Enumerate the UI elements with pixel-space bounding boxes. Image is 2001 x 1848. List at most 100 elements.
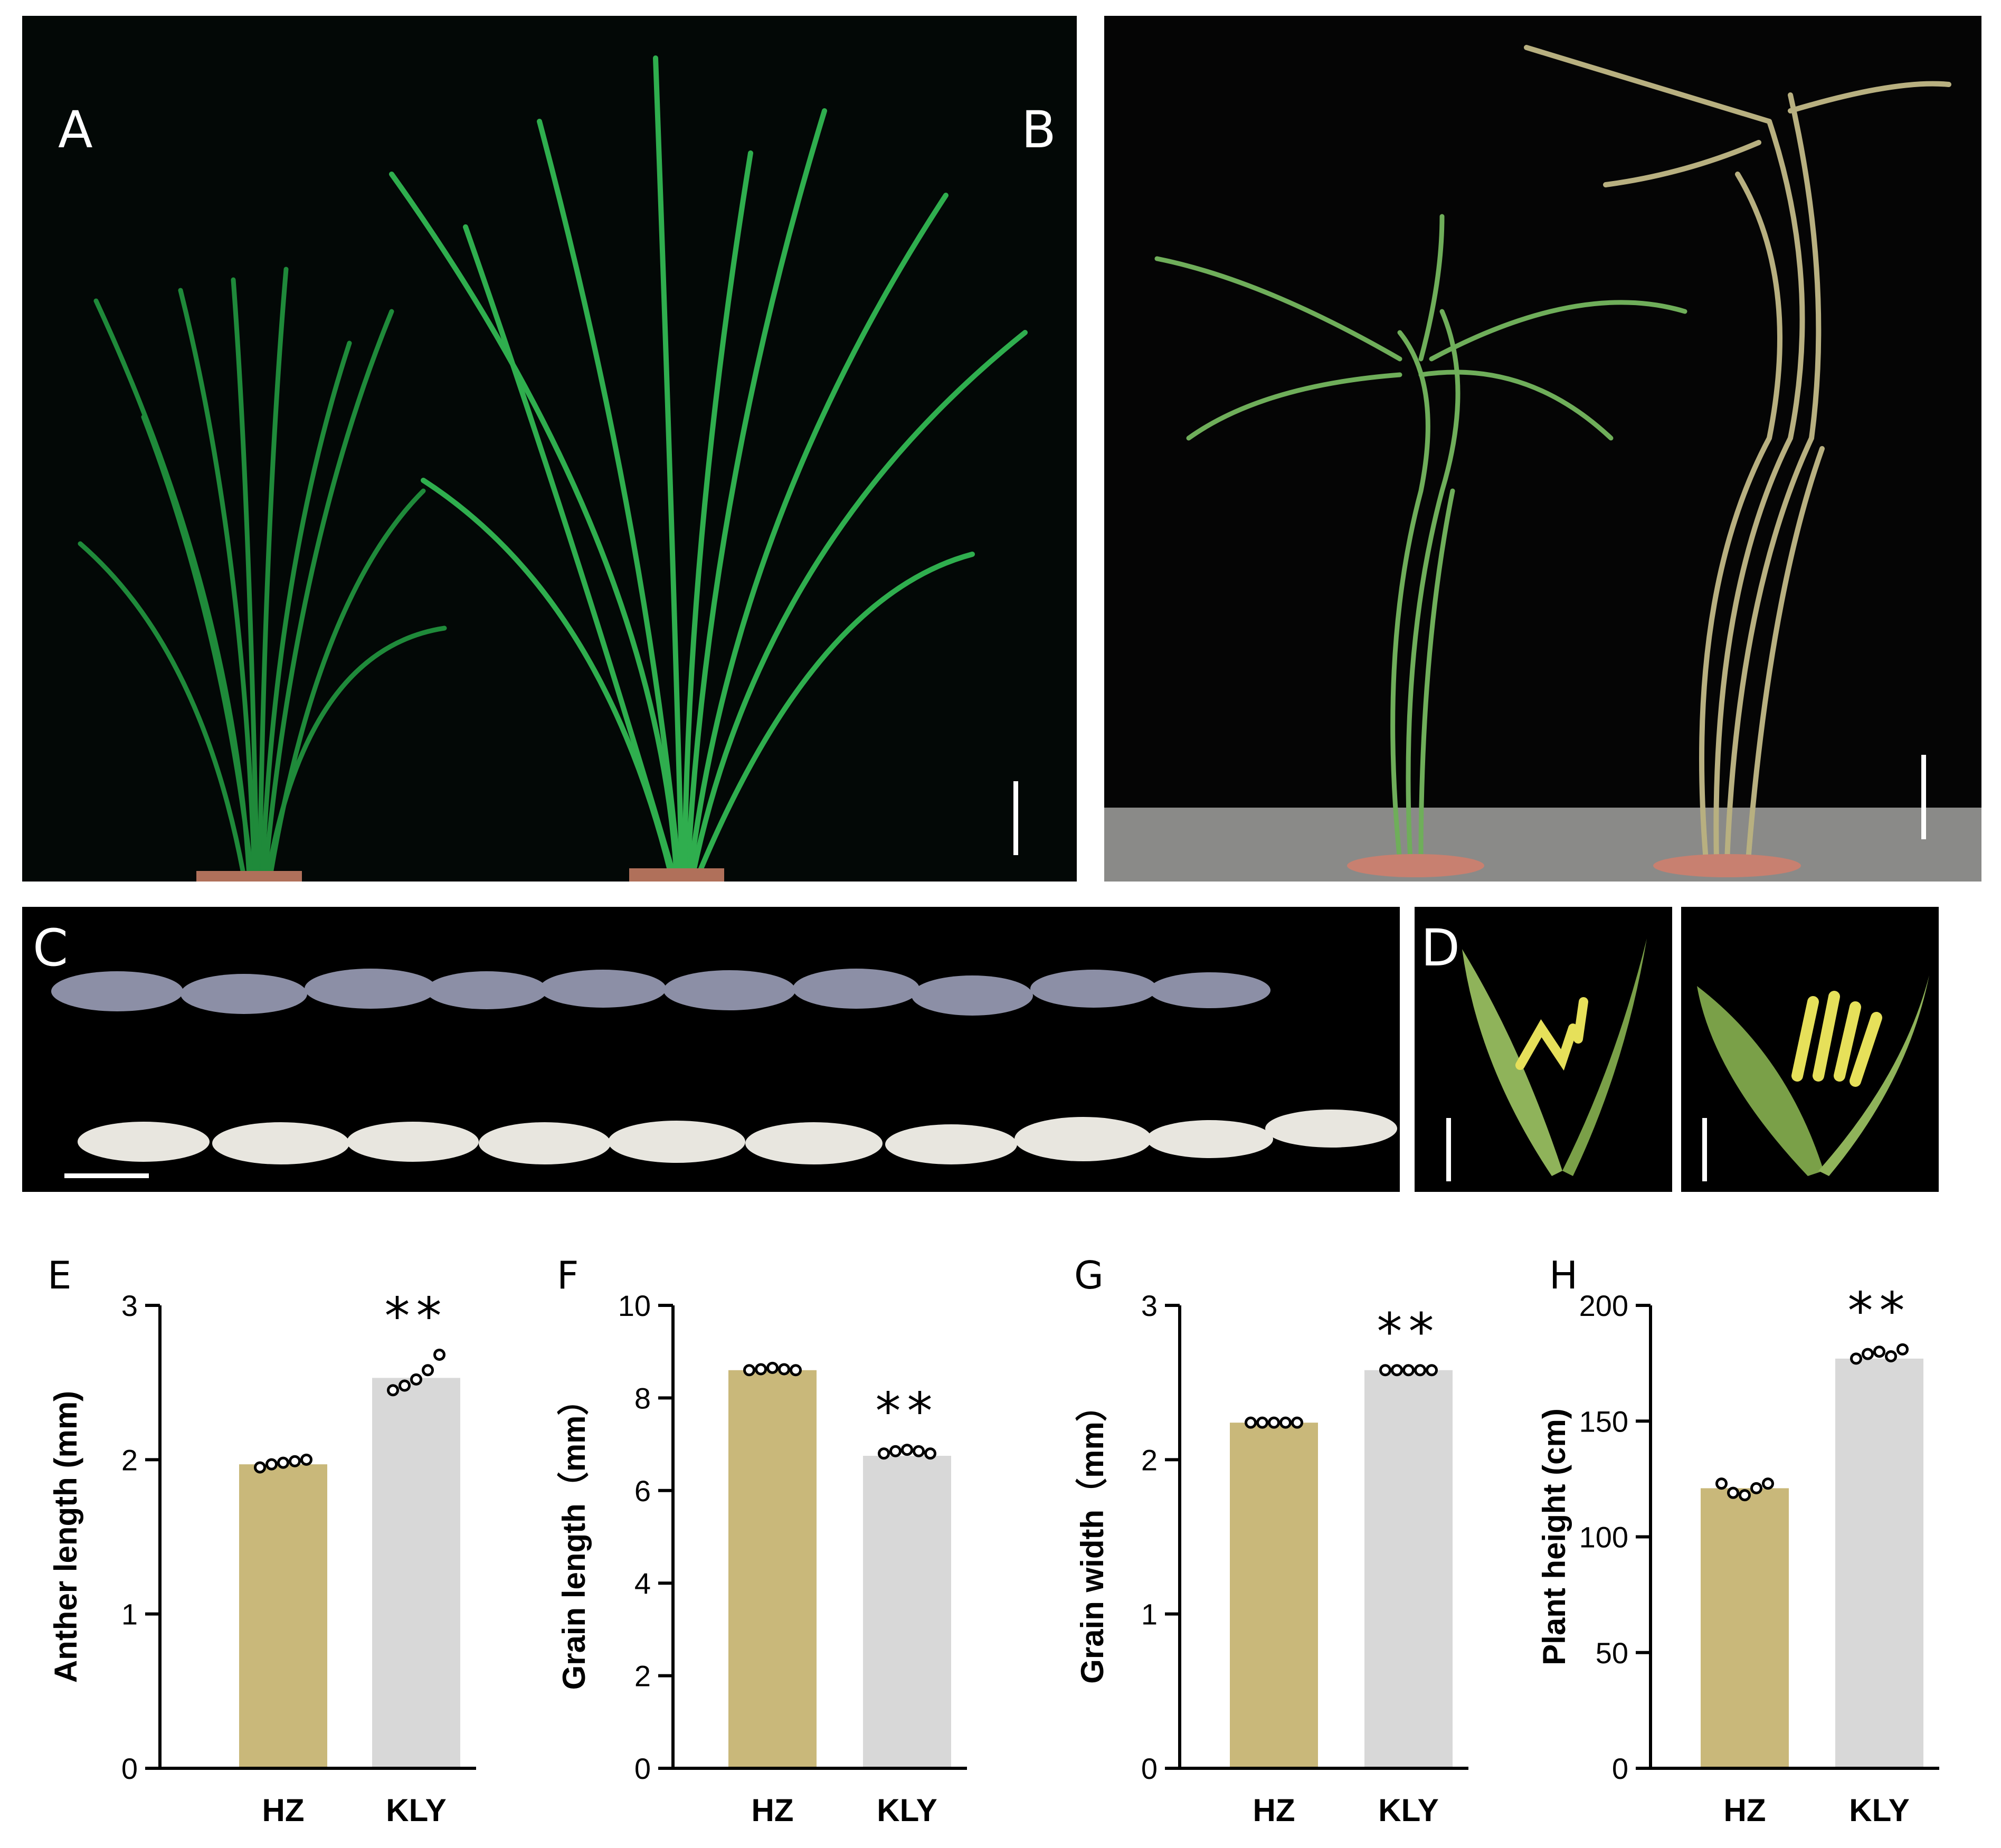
bar-g-hz bbox=[1230, 1423, 1318, 1768]
data-point-g bbox=[1279, 1416, 1292, 1429]
data-point-h bbox=[1750, 1482, 1762, 1494]
bar-g-kly bbox=[1364, 1370, 1453, 1768]
data-point-h bbox=[1715, 1477, 1728, 1490]
pot-left bbox=[196, 871, 302, 882]
y-tick-label-f: 0 bbox=[634, 1752, 651, 1785]
significance-h: ** bbox=[1848, 1281, 1911, 1340]
x-tick-label-h: HZ bbox=[1724, 1793, 1766, 1828]
y-tick-label-h: 150 bbox=[1579, 1405, 1628, 1438]
y-tick-label-f: 10 bbox=[618, 1289, 651, 1322]
x-tick-label-f: KLY bbox=[877, 1793, 937, 1828]
data-point-h bbox=[1850, 1352, 1862, 1365]
data-point-h bbox=[1862, 1348, 1874, 1360]
data-point-e bbox=[422, 1364, 434, 1377]
floor bbox=[1104, 808, 1981, 882]
plants-illustration-b bbox=[1104, 45, 1981, 882]
data-point-h bbox=[1762, 1477, 1774, 1490]
y-axis-label-g: Grain width（mm） bbox=[1075, 1390, 1110, 1684]
data-point-e bbox=[289, 1455, 301, 1467]
scale-bar-d-left bbox=[1446, 1118, 1451, 1181]
data-point-g bbox=[1268, 1416, 1280, 1429]
data-point-g bbox=[1391, 1364, 1403, 1377]
grains-row-kly bbox=[78, 1110, 1397, 1164]
y-tick-label-f: 2 bbox=[634, 1660, 651, 1693]
panel-label-d: D bbox=[1421, 918, 1460, 978]
data-point-e bbox=[433, 1349, 445, 1361]
y-tick-label-e: 2 bbox=[121, 1443, 138, 1476]
data-point-e bbox=[387, 1384, 399, 1397]
data-point-h bbox=[1727, 1486, 1739, 1499]
y-tick-label-h: 0 bbox=[1612, 1752, 1628, 1785]
x-tick-label-e: KLY bbox=[386, 1793, 447, 1828]
data-point-e bbox=[277, 1456, 289, 1469]
data-point-g bbox=[1256, 1416, 1268, 1429]
data-point-e bbox=[254, 1461, 266, 1474]
y-tick-label-f: 4 bbox=[634, 1567, 651, 1600]
bar-e-hz bbox=[239, 1464, 327, 1768]
bar-h-kly bbox=[1835, 1358, 1923, 1768]
panel-label-g: G bbox=[1074, 1253, 1104, 1297]
data-point-f bbox=[778, 1363, 790, 1376]
data-point-g bbox=[1245, 1416, 1257, 1429]
pot-right bbox=[1653, 854, 1801, 877]
data-point-f bbox=[755, 1363, 767, 1376]
x-tick-label-g: HZ bbox=[1253, 1793, 1295, 1828]
scale-bar-b bbox=[1921, 755, 1926, 839]
data-point-h bbox=[1885, 1350, 1897, 1362]
y-tick-label-g: 0 bbox=[1141, 1752, 1158, 1785]
data-point-f bbox=[743, 1364, 755, 1377]
scale-bar-a bbox=[1013, 781, 1018, 855]
bar-f-hz bbox=[728, 1370, 817, 1768]
panel-label-c: C bbox=[33, 918, 69, 978]
data-point-f bbox=[913, 1445, 925, 1457]
panel-label-f: F bbox=[557, 1253, 579, 1297]
bar-h-hz bbox=[1701, 1488, 1789, 1768]
significance-f: ** bbox=[876, 1382, 939, 1441]
x-tick-label-e: HZ bbox=[262, 1793, 305, 1828]
y-tick-label-e: 1 bbox=[121, 1598, 138, 1631]
y-axis-label-f: Grain length（mm） bbox=[556, 1383, 592, 1690]
pot-right bbox=[629, 868, 724, 882]
x-tick-label-g: KLY bbox=[1378, 1793, 1439, 1828]
spikelet-illustration-kly bbox=[1697, 975, 1929, 1181]
pot-left bbox=[1347, 854, 1484, 877]
plants-illustration-a bbox=[78, 55, 1028, 882]
data-point-g bbox=[1426, 1364, 1438, 1377]
bar-f-kly bbox=[863, 1456, 951, 1768]
y-axis-label-e: Anther length (mm) bbox=[48, 1391, 83, 1683]
y-tick-label-h: 50 bbox=[1596, 1636, 1628, 1670]
significance-g: ** bbox=[1377, 1302, 1440, 1361]
data-point-h bbox=[1873, 1345, 1885, 1358]
data-point-f bbox=[901, 1444, 913, 1456]
panel-label-a: A bbox=[58, 100, 93, 159]
x-tick-label-h: KLY bbox=[1849, 1793, 1910, 1828]
y-tick-label-g: 3 bbox=[1141, 1289, 1158, 1322]
data-point-e bbox=[265, 1458, 278, 1471]
scale-bar-c bbox=[64, 1173, 149, 1178]
y-tick-label-f: 8 bbox=[634, 1381, 651, 1415]
y-tick-label-h: 200 bbox=[1579, 1289, 1628, 1322]
y-tick-label-f: 6 bbox=[634, 1474, 651, 1508]
y-axis-label-h: Plant height (cm) bbox=[1537, 1408, 1572, 1665]
photo-panel-d-right bbox=[1681, 907, 1939, 1192]
y-tick-label-h: 100 bbox=[1579, 1521, 1628, 1554]
photo-panel-a: A B bbox=[22, 16, 1077, 882]
y-tick-label-g: 1 bbox=[1141, 1598, 1158, 1631]
panel-label-b: B bbox=[1021, 100, 1056, 159]
data-point-e bbox=[399, 1379, 411, 1392]
bar-e-kly bbox=[372, 1378, 460, 1768]
data-point-g bbox=[1379, 1364, 1391, 1377]
data-point-e bbox=[410, 1373, 422, 1386]
data-point-g bbox=[1414, 1364, 1426, 1377]
y-tick-label-e: 3 bbox=[121, 1289, 138, 1322]
data-point-g bbox=[1402, 1364, 1415, 1377]
data-point-f bbox=[878, 1447, 890, 1460]
data-point-e bbox=[300, 1453, 312, 1466]
panel-label-h: H bbox=[1549, 1253, 1578, 1297]
data-point-f bbox=[766, 1361, 779, 1374]
data-point-h bbox=[1896, 1343, 1909, 1356]
scale-bar-d-right bbox=[1702, 1118, 1707, 1181]
data-point-f bbox=[889, 1445, 902, 1457]
y-tick-label-g: 2 bbox=[1141, 1443, 1158, 1476]
